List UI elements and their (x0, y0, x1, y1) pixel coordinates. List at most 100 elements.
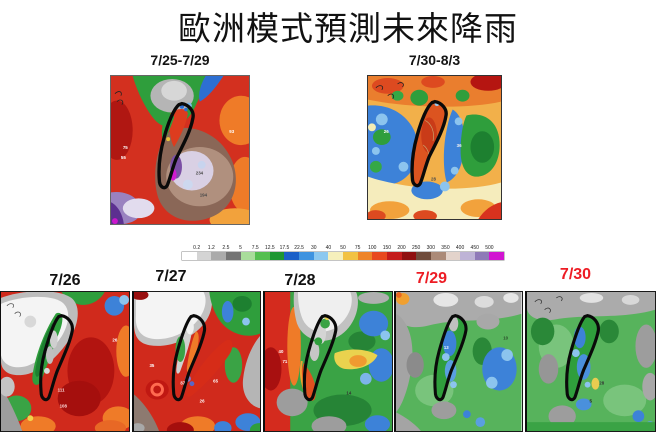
map-annotation: 26 (199, 398, 204, 403)
forecast-map-730-83-graphic: 26 36 28 (368, 76, 501, 219)
daily-map-726: 26 111 108 (0, 291, 130, 432)
colorbar-tick-label: 40 (325, 245, 332, 251)
colorbar-segment (474, 252, 490, 260)
colorbar-tick-label: 12.5 (264, 245, 275, 251)
map-annotation: 55 (121, 155, 126, 160)
taiwan-outline (410, 99, 448, 188)
colorbar-segment (357, 252, 373, 260)
map-annotation: 5 (590, 398, 593, 403)
map-annotation: 13 (444, 345, 449, 350)
map-annotation: 108 (60, 403, 68, 408)
colorbar-tick-label: 350 (441, 245, 450, 251)
colorbar-segment (386, 252, 402, 260)
colorbar-segment (225, 252, 241, 260)
colorbar-segment (269, 252, 285, 260)
colorbar-tick-label: 100 (368, 245, 377, 251)
forecast-map-730-83: 26 36 28 (367, 75, 502, 220)
daily-map-730: 28 5 (525, 291, 656, 432)
colorbar-tick-label: 150 (382, 245, 392, 251)
map-annotation: 36 (457, 143, 462, 148)
colorbar-segment (299, 252, 314, 260)
coastline-contours (534, 296, 563, 313)
colorbar-tick-label: 17.5 (279, 245, 290, 251)
map-annotation: 28 (599, 381, 604, 386)
taiwan-outline (433, 314, 468, 402)
daily-map-729-graphic: 13 10 (396, 292, 522, 431)
daily-map-label-729: 7/29 (415, 270, 448, 287)
colorbar-tick-label: 400 (455, 245, 465, 251)
daily-map-label-730: 7/30 (559, 266, 592, 283)
colorbar-tick-label: 22.5 (294, 245, 304, 251)
colorbar-tick-label: 7.5 (251, 245, 259, 251)
colorbar-segment (196, 252, 212, 260)
daily-map-727-graphic: 35 87 65 26 (133, 292, 260, 431)
colorbar-tick-label: 450 (470, 245, 479, 251)
coastline-contours (114, 91, 124, 105)
colorbar-tick-label: 1.2 (207, 245, 215, 251)
map-annotation: 40 (278, 349, 283, 354)
map-annotation: 26 (384, 129, 389, 134)
map-annotation: 87 (180, 381, 185, 386)
colorbar-tick-label: 75 (354, 245, 361, 251)
colorbar-tick-label: 500 (485, 245, 494, 251)
map-annotation: 14 (346, 390, 351, 395)
colorbar-segment (240, 252, 256, 260)
daily-map-728-graphic: 40 71 14 (264, 292, 392, 431)
colorbar-segment (372, 252, 387, 260)
daily-map-728: 40 71 14 (262, 291, 393, 432)
taiwan-outline (39, 314, 74, 402)
colorbar-tick-label: 30 (310, 245, 317, 251)
colorbar-segment (489, 252, 505, 260)
daily-map-729: 13 10 (394, 291, 523, 432)
map-annotation: 75 (123, 145, 128, 150)
daily-map-726-graphic: 26 111 108 (1, 292, 129, 431)
forecast-map-725-729-graphic: 93 75 55 234 194 (111, 76, 249, 224)
map-annotation: 10 (503, 335, 508, 340)
map-annotation: 26 (112, 337, 117, 342)
colorbar-tick-label: 200 (397, 245, 406, 251)
daily-map-label-728: 7/28 (284, 272, 316, 289)
colorbar-segment (416, 252, 431, 260)
coastline-contours (6, 303, 21, 317)
colorbar-gradient (182, 252, 505, 260)
daily-map-727: 35 87 65 26 (131, 291, 261, 432)
colorbar-segment (401, 252, 417, 260)
map-annotation: 111 (58, 388, 65, 393)
map-annotation: 234 (196, 171, 204, 176)
map-annotation: 71 (282, 359, 287, 364)
colorbar-segment (430, 252, 446, 260)
colorbar-tick-label: 250 (412, 245, 421, 251)
colorbar-segment (211, 252, 226, 260)
colorbar-tick-label: 300 (426, 245, 435, 251)
colorbar-tick-label: 2.5 (222, 245, 230, 251)
taiwan-outline (302, 314, 337, 402)
top-map-1-label: 7/25-7/29 (150, 52, 210, 68)
daily-map-730-graphic: 28 5 (527, 292, 655, 431)
colorbar-segment (445, 252, 461, 260)
colorbar-tick-label: 0.2 (193, 245, 201, 251)
colorbar-segment (328, 252, 344, 260)
coastline-contours (375, 82, 404, 99)
taiwan-outline (157, 101, 195, 190)
map-annotation: 194 (200, 192, 208, 197)
colorbar-segment (460, 252, 475, 260)
page-title: 歐洲模式預測未來降雨 (178, 9, 518, 48)
colorbar-tick-labels: 0.2 1.2 2.5 5 7.5 12.5 17.5 22.5 30 40 50 75 100 150 2… (182, 245, 504, 252)
colorbar-segment (284, 252, 300, 260)
forecast-map-725-729: 93 75 55 234 194 (110, 75, 250, 225)
map-annotation: 65 (213, 379, 218, 384)
daily-map-label-726: 7/26 (49, 272, 81, 289)
taiwan-outline (171, 314, 206, 402)
precipitation-colorbar: 0.2 1.2 2.5 5 7.5 12.5 17.5 22.5 30 40 50 75 100 150 2… (182, 245, 505, 260)
map-annotation: 28 (431, 177, 436, 182)
map-annotation: 35 (149, 363, 154, 368)
colorbar-segment (313, 252, 329, 260)
daily-map-label-727: 7/27 (155, 268, 187, 285)
colorbar-tick-label: 5 (239, 245, 242, 251)
top-map-2-label: 7/30-8/3 (408, 52, 461, 68)
colorbar-tick-label: 50 (340, 245, 346, 251)
colorbar-segment (182, 252, 197, 260)
colorbar-segment (255, 252, 270, 260)
taiwan-outline (565, 314, 600, 402)
